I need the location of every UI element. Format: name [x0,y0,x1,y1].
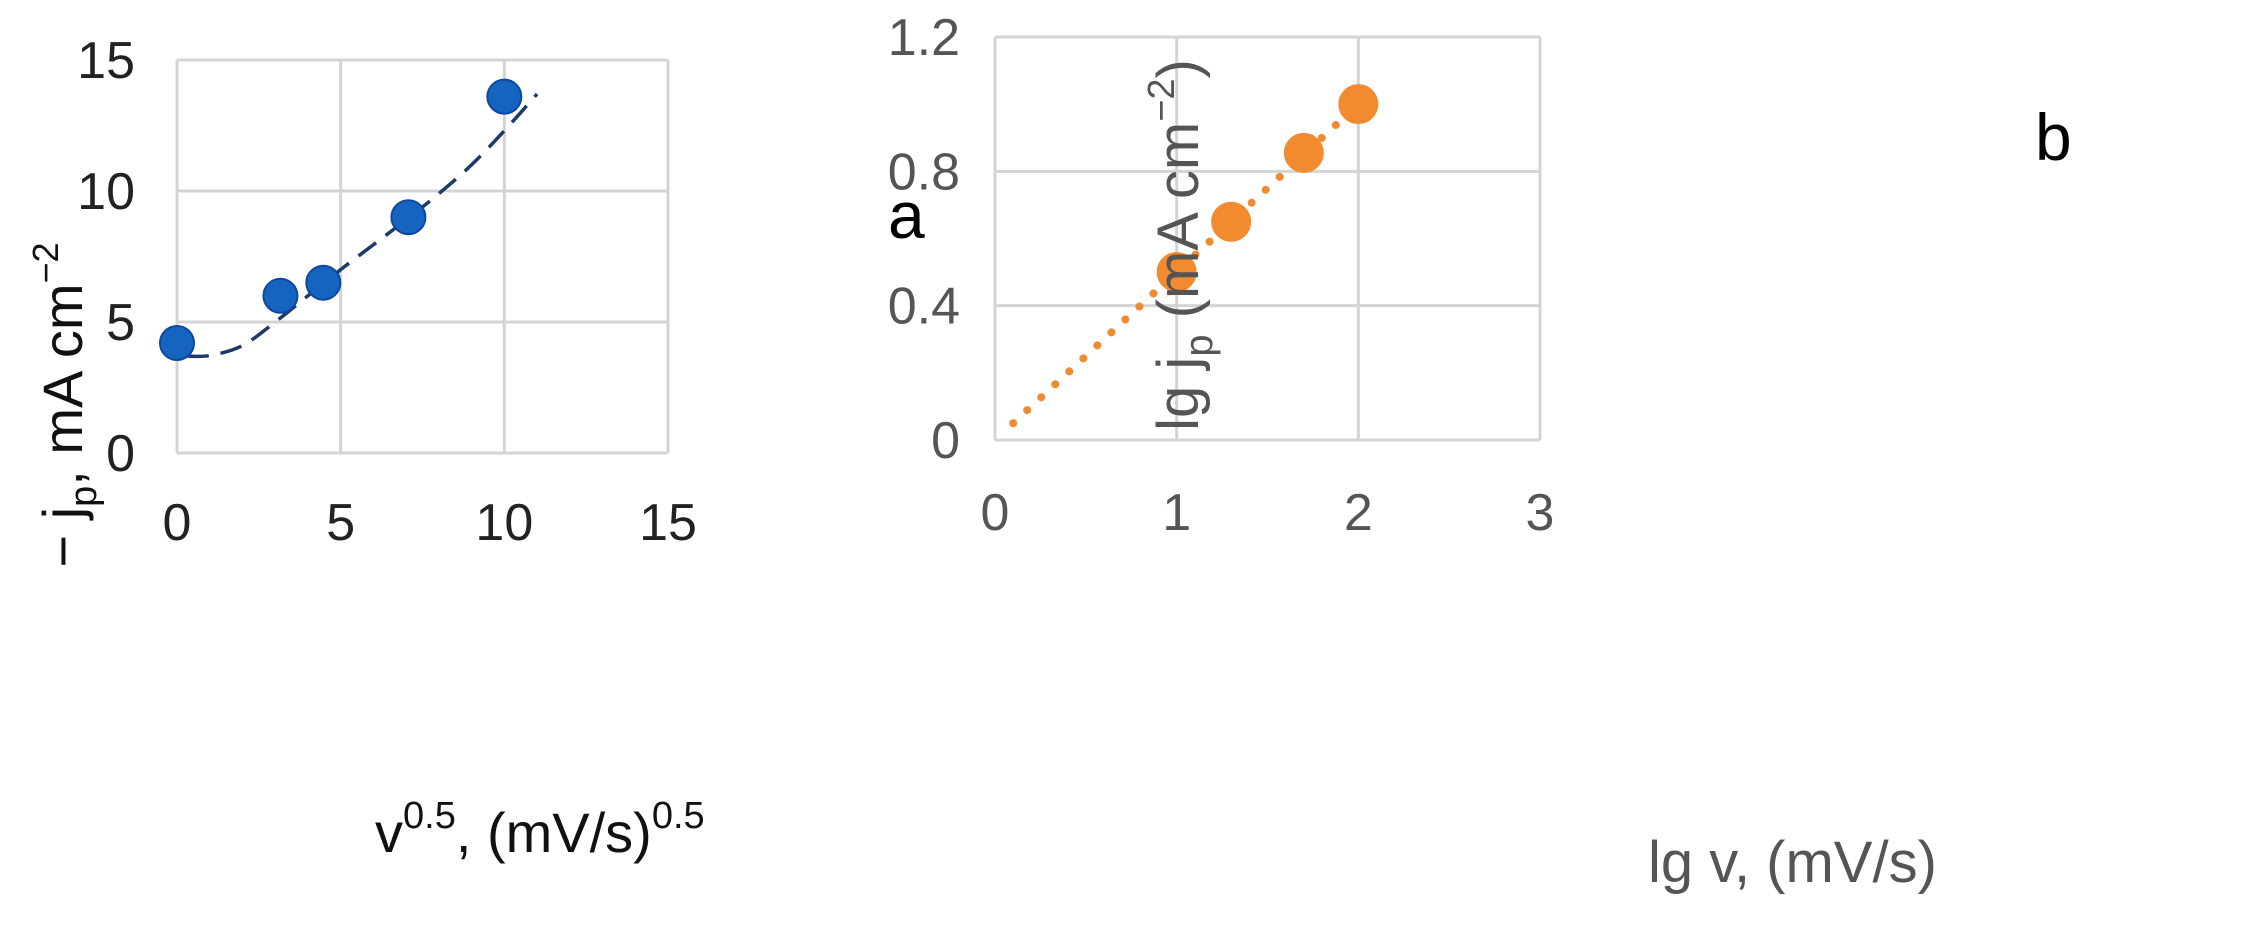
panel-a-x-axis-title: v0.5, (mV/s)0.5 [375,795,705,864]
panel-b-y-tick-label: 0 [931,412,960,470]
panel-a-x-tick-label: 15 [639,494,697,552]
panel-b-x-axis-title: lg v, (mV/s) [1648,830,1937,895]
panel-b-x-tick-label: 3 [1526,484,1555,542]
panel-a-label: a [888,178,925,252]
panel-a-y-tick-label: 5 [106,294,135,352]
panel-b-data-points [1156,84,1379,293]
chart-panel-b: 0 1 2 3 0 0.4 0.8 1.2 b lg v, (mV/s) lg jp (mA… [888,9,2072,895]
panel-a-y-tick-label: 15 [77,32,135,90]
panel-b-data-point [1156,252,1197,293]
panel-b-y-tick-labels: 0 0.4 0.8 1.2 [888,9,960,470]
panel-b-x-tick-labels: 0 1 2 3 [981,484,1555,542]
panel-a-data-point [262,277,299,314]
panel-a-data-points [159,78,523,361]
panel-b-x-tick-label: 2 [1344,484,1373,542]
panel-a-y-tick-label: 0 [106,425,135,483]
panel-a-grid [175,58,670,455]
panel-a-x-tick-label: 0 [163,494,192,552]
panel-b-y-tick-label: 0.4 [888,278,960,336]
panel-b-data-point [1338,84,1379,125]
panel-a-data-point [486,78,523,115]
panel-b-y-axis-title: lg jp (mA cm−2) [1141,59,1221,431]
panel-b-y-tick-label: 0.8 [888,143,960,201]
chart-panel-a: 0 5 10 15 0 5 10 15 a v0.5, (mV/s)0.5 − jp, mA… [25,32,925,864]
panel-a-data-point [305,264,342,301]
panel-b-x-tick-label: 1 [1162,484,1191,542]
panel-a-y-tick-label: 10 [77,163,135,221]
panel-a-x-tick-labels: 0 5 10 15 [163,494,697,552]
panel-a-y-tick-labels: 0 5 10 15 [77,32,135,483]
panel-b-data-point [1283,132,1324,173]
panel-b-label: b [2035,100,2072,174]
panel-a-data-point [159,324,195,361]
panel-a-x-tick-label: 10 [475,494,533,552]
panel-b-dotted-trend-line [1009,100,1363,428]
panel-a-data-point [390,199,427,236]
panel-a-y-axis-title: − jp, mA cm−2 [25,242,105,567]
panel-b-y-tick-label: 1.2 [888,9,960,67]
panel-b-x-tick-label: 0 [981,484,1010,542]
panel-b-grid [993,35,1542,442]
panel-a-dashed-trend-line [186,92,539,359]
panel-b-data-point [1211,201,1252,242]
panel-a-x-tick-label: 5 [326,494,355,552]
